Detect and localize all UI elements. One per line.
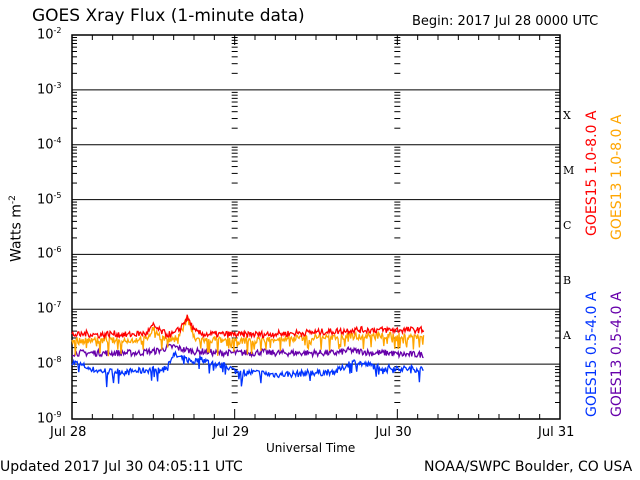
legend-goes15-long: GOES15 1.0-8.0 A — [584, 110, 600, 236]
legend-goes13-short: GOES13 0.5-4.0 A — [609, 291, 625, 417]
flare-class-label: X — [563, 109, 571, 123]
flare-class-label: B — [563, 273, 572, 287]
flare-class-label: A — [563, 328, 571, 342]
series-line-goes13-1-0-8-0-a — [71, 315, 425, 357]
y-tick-label: 10-7 — [37, 300, 62, 316]
y-axis-label-text: Watts m — [8, 204, 25, 262]
y-tick-exponent: -3 — [53, 80, 62, 90]
flare-class-label: M — [563, 164, 575, 178]
y-tick-base: 10 — [37, 82, 54, 98]
y-tick-base: 10 — [37, 191, 54, 207]
y-tick-exponent: -5 — [53, 190, 62, 200]
x-tick-label: Jul 29 — [212, 425, 250, 440]
x-tick-label: Jul 31 — [538, 425, 575, 440]
y-tick-exponent: -8 — [53, 355, 62, 365]
y-tick-exponent: -9 — [53, 410, 62, 419]
plot-frame — [71, 34, 561, 420]
y-tick-label: 10-9 — [37, 410, 62, 426]
updated-label: Updated 2017 Jul 30 04:05:11 UTC — [0, 459, 243, 475]
y-tick-exponent: -7 — [53, 300, 62, 310]
chart-title: GOES Xray Flux (1-minute data) — [32, 6, 305, 26]
y-axis-label: Watts m-2 — [8, 195, 25, 262]
y-tick-label: 10-2 — [37, 26, 62, 42]
y-tick-base: 10 — [37, 246, 54, 262]
y-axis-label-exponent: -2 — [8, 195, 18, 205]
y-tick-base: 10 — [37, 137, 54, 153]
y-tick-exponent: -4 — [53, 135, 62, 145]
y-tick-label: 10-3 — [37, 81, 62, 97]
y-tick-base: 10 — [37, 301, 54, 317]
y-tick-label: 10-8 — [37, 355, 62, 371]
y-tick-exponent: -2 — [53, 26, 62, 35]
y-tick-label: 10-4 — [37, 136, 62, 152]
y-tick-label: 10-5 — [37, 191, 62, 207]
flare-class-label: C — [563, 219, 572, 232]
series-line-goes15-0-5-4-0-a — [71, 350, 424, 388]
x-axis-label: Universal Time — [266, 441, 356, 455]
x-tick-label: Jul 30 — [375, 425, 412, 440]
begin-label: Begin: 2017 Jul 28 0000 UTC — [412, 14, 599, 29]
y-tick-base: 10 — [37, 356, 54, 372]
y-tick-base: 10 — [37, 27, 54, 43]
y-tick-label: 10-6 — [37, 245, 62, 261]
y-tick-base: 10 — [37, 411, 54, 427]
series-line-goes15-1-0-8-0-a — [71, 314, 425, 340]
y-tick-exponent: -6 — [53, 245, 62, 255]
credit-label: NOAA/SWPC Boulder, CO USA — [424, 459, 633, 475]
legend-goes13-long: GOES13 1.0-8.0 A — [609, 114, 625, 240]
legend-goes15-short: GOES15 0.5-4.0 A — [584, 291, 600, 417]
x-tick-label: Jul 28 — [50, 425, 87, 440]
